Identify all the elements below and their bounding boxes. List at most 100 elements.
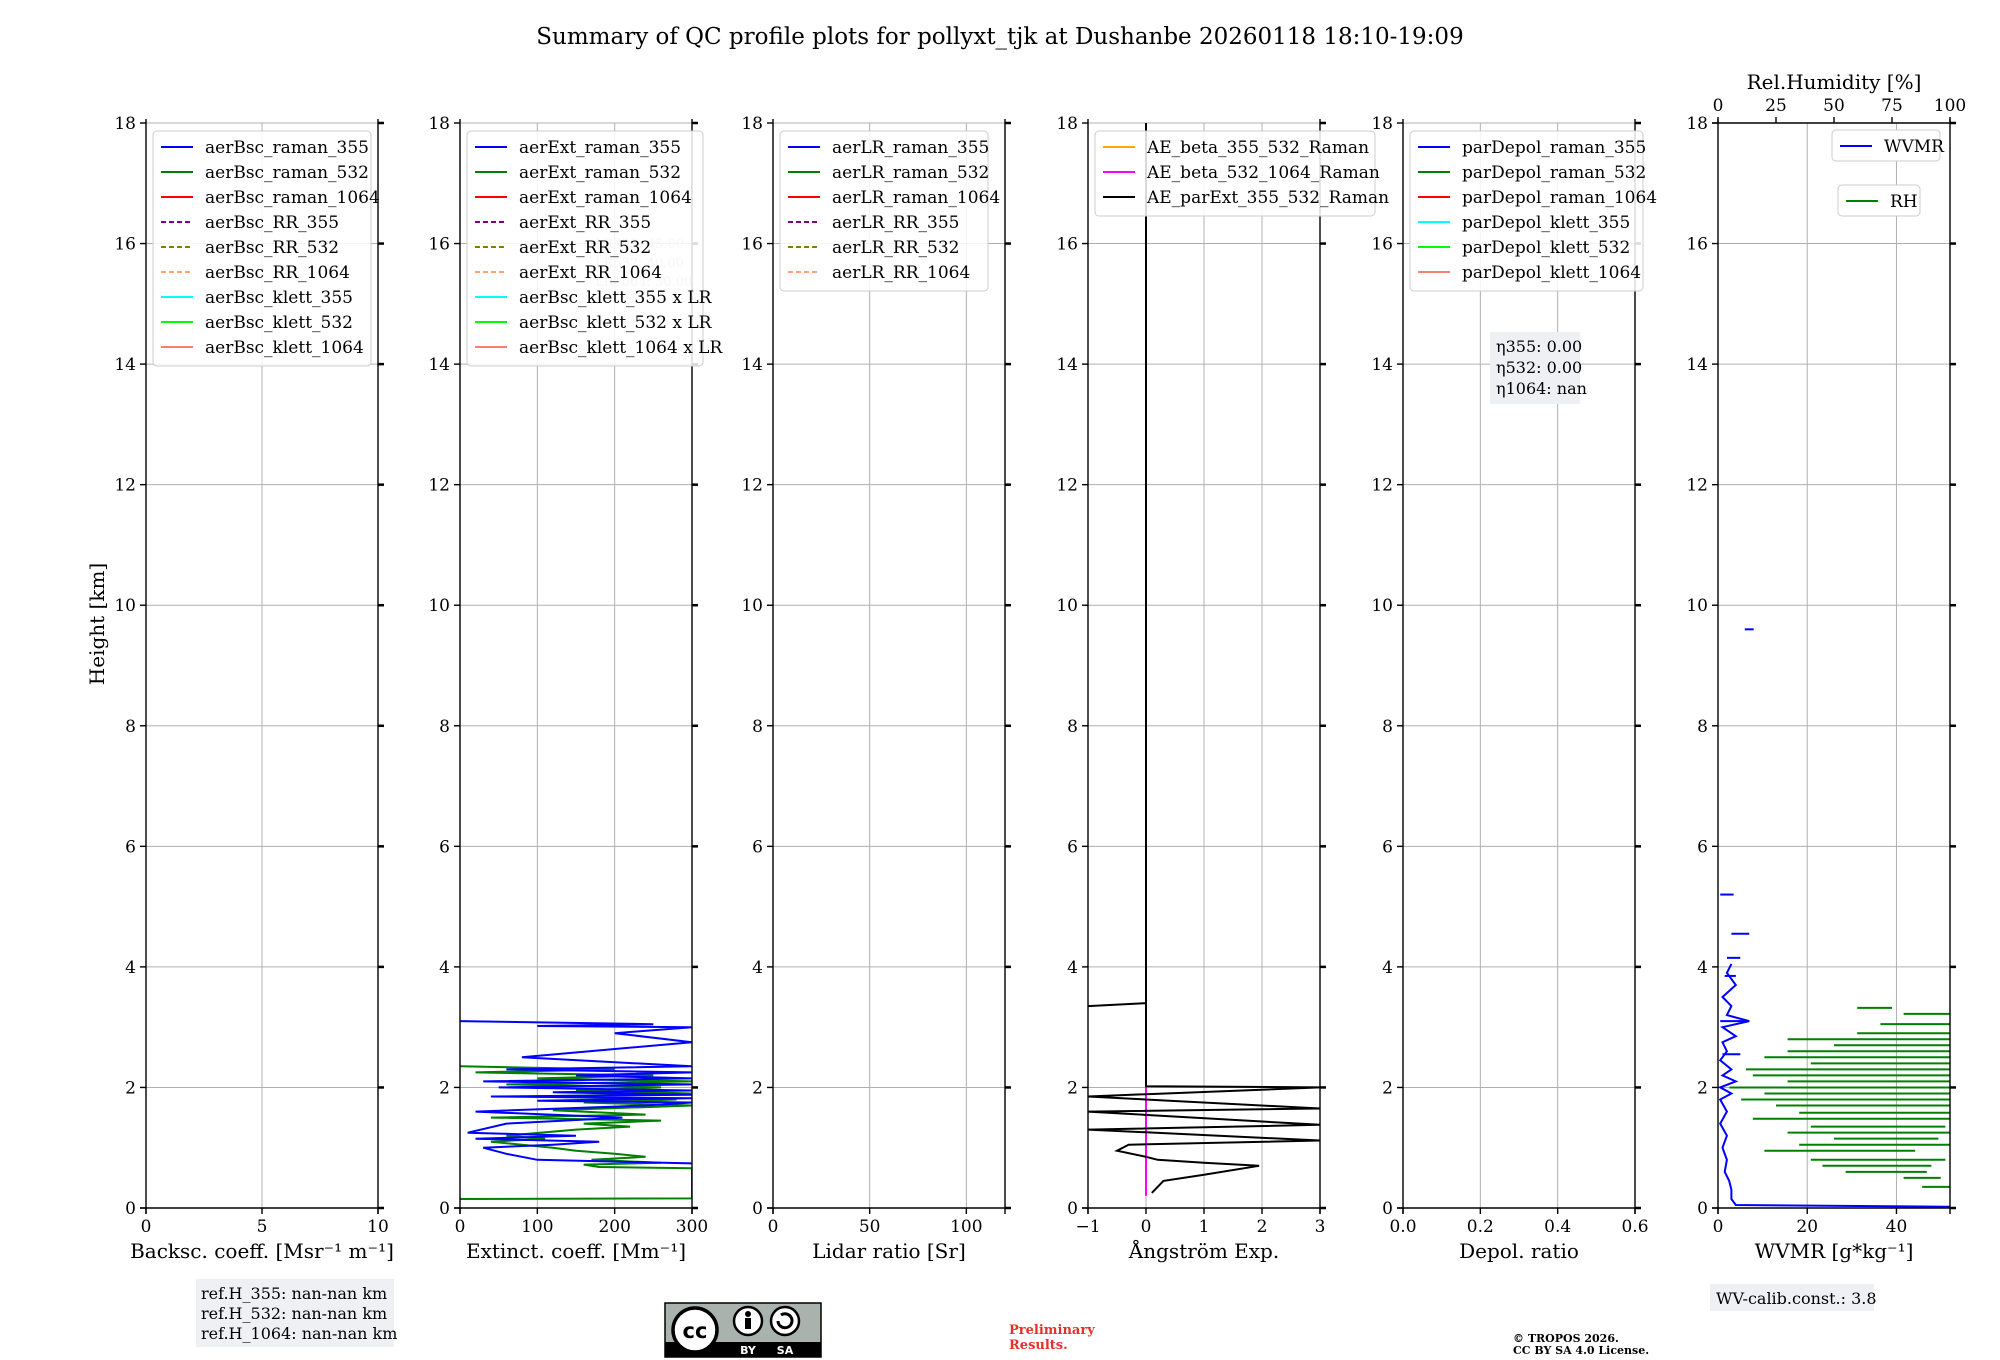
ytick-label-ext-3: 6 (439, 837, 450, 857)
legend-label-ae-0: AE_beta_355_532_Raman (1146, 138, 1369, 158)
ytick-label-depol-6: 12 (1371, 476, 1393, 496)
eta-annotation-2: η1064: nan (1496, 379, 1587, 398)
ytick-label-lr-7: 14 (741, 355, 763, 375)
ytick-label-depol-8: 16 (1371, 235, 1393, 255)
legend-label-bsc-2: aerBsc_raman_1064 (205, 188, 380, 208)
xlabel-depol: Depol. ratio (1459, 1239, 1579, 1263)
ytick-label-wv-4: 8 (1697, 717, 1708, 737)
ytick-label-wv-9: 18 (1686, 114, 1708, 134)
legend-label-lr-2: aerLR_raman_1064 (832, 188, 1000, 208)
legend-label-bsc-4: aerBsc_RR_532 (205, 238, 339, 258)
ytick-label-ae-0: 0 (1067, 1199, 1078, 1219)
ytick-label-depol-7: 14 (1371, 355, 1393, 375)
top-xtick-label-2: 50 (1823, 96, 1845, 116)
legend-label-ext-7: aerBsc_klett_532 x LR (519, 313, 713, 333)
copyright-line1: © TROPOS 2026. (1513, 1332, 1619, 1345)
legend-label-lr-4: aerLR_RR_532 (832, 238, 959, 258)
ytick-label-depol-0: 0 (1382, 1199, 1393, 1219)
legend-box-ae (1094, 130, 1376, 217)
ytick-label-lr-6: 12 (741, 476, 763, 496)
legend-label-depol-4: parDepol_klett_532 (1462, 238, 1630, 258)
xtick-label-depol-3: 0.6 (1621, 1217, 1648, 1237)
top-xtick-label-4: 100 (1934, 96, 1966, 116)
eta-annotation-1: η532: 0.00 (1496, 358, 1582, 377)
xtick-label-lr-1: 50 (859, 1217, 881, 1237)
top-xtick-label-0: 0 (1713, 96, 1724, 116)
ytick-label-ext-0: 0 (439, 1199, 450, 1219)
ytick-label-bsc-9: 18 (114, 114, 136, 134)
xlabel-wv: WVMR [g*kg⁻¹] (1755, 1239, 1914, 1263)
ytick-label-depol-4: 8 (1382, 717, 1393, 737)
legend-label-bsc-8: aerBsc_klett_1064 (205, 338, 364, 358)
ytick-label-ae-6: 12 (1056, 476, 1078, 496)
ytick-label-lr-1: 2 (752, 1078, 763, 1098)
legend-label-lr-1: aerLR_raman_532 (832, 163, 989, 183)
ytick-label-lr-9: 18 (741, 114, 763, 134)
ytick-label-ext-4: 8 (439, 717, 450, 737)
xtick-label-ext-3: 300 (676, 1217, 708, 1237)
xtick-label-bsc-0: 0 (141, 1217, 152, 1237)
legend-label-ext-4: aerExt_RR_532 (519, 238, 651, 258)
ytick-label-ae-4: 8 (1067, 717, 1078, 737)
xtick-label-ext-1: 100 (521, 1217, 553, 1237)
series-ext-0 (460, 1065, 692, 1200)
ytick-label-wv-7: 14 (1686, 355, 1708, 375)
xtick-label-ae-2: 1 (1199, 1217, 1210, 1237)
legend-label-ext-3: aerExt_RR_355 (519, 213, 651, 233)
ytick-label-wv-6: 12 (1686, 476, 1708, 496)
ref-h-532: ref.H_532: nan-nan km (201, 1304, 387, 1323)
wv-calib-text: WV-calib.const.: 3.8 (1716, 1289, 1877, 1308)
eta-annotation-0: η355: 0.00 (1496, 337, 1582, 356)
ytick-label-wv-1: 2 (1697, 1078, 1708, 1098)
ytick-label-wv-5: 10 (1686, 596, 1708, 616)
ytick-label-lr-0: 0 (752, 1199, 763, 1219)
legend-label-depol-1: parDepol_raman_532 (1462, 163, 1646, 183)
legend-label-bsc-5: aerBsc_RR_1064 (205, 263, 350, 283)
xtick-label-bsc-2: 10 (367, 1217, 389, 1237)
xlabel-lr: Lidar ratio [Sr] (812, 1239, 966, 1263)
legend-label-ext-8: aerBsc_klett_1064 x LR (519, 338, 723, 358)
ytick-label-depol-3: 6 (1382, 837, 1393, 857)
ytick-label-ext-9: 18 (428, 114, 450, 134)
series-ae-1 (1088, 123, 1320, 1194)
legend-label-ext-5: aerExt_RR_1064 (519, 263, 662, 283)
legend-label-depol-2: parDepol_raman_1064 (1462, 188, 1657, 208)
xtick-label-depol-1: 0.2 (1467, 1217, 1494, 1237)
ytick-label-depol-1: 2 (1382, 1078, 1393, 1098)
ytick-label-ext-8: 16 (428, 235, 450, 255)
preliminary-line1: Preliminary (1009, 1323, 1095, 1338)
ytick-label-bsc-0: 0 (125, 1199, 136, 1219)
ytick-label-ae-3: 6 (1067, 837, 1078, 857)
ytick-label-bsc-3: 6 (125, 837, 136, 857)
legend-label-ext-1: aerExt_raman_532 (519, 163, 681, 183)
eta-box (1490, 332, 1580, 404)
data-ae (1088, 123, 1320, 1196)
ref-h-1064: ref.H_1064: nan-nan km (201, 1324, 397, 1343)
figure-title: Summary of QC profile plots for pollyxt_… (536, 24, 1463, 50)
cc-license-badge: cc BY SA (664, 1302, 822, 1358)
ytick-label-ext-5: 10 (428, 596, 450, 616)
xtick-label-wv-1: 20 (1796, 1217, 1818, 1237)
xlabel-bsc: Backsc. coeff. [Msr⁻¹ m⁻¹] (130, 1239, 394, 1263)
ytick-label-wv-3: 6 (1697, 837, 1708, 857)
legend-label-wvmr: WVMR (1884, 137, 1945, 157)
xtick-label-ae-0: −1 (1075, 1217, 1100, 1237)
ytick-label-bsc-8: 16 (114, 235, 136, 255)
ytick-label-ext-1: 2 (439, 1078, 450, 1098)
cc-logo-icon (671, 1306, 719, 1354)
panel-depol: 0 2 4 6 8 10 12 14 16 18 0.0 0.2 0.4 0.6 Depol. ratio η… (1371, 114, 1657, 1263)
legend-label-bsc-0: aerBsc_raman_355 (205, 138, 369, 158)
legend-box-depol (1409, 130, 1644, 292)
xtick-label-ext-2: 200 (598, 1217, 630, 1237)
xtick-label-ae-4: 3 (1315, 1217, 1326, 1237)
xtick-label-ae-1: 0 (1141, 1217, 1152, 1237)
ytick-label-ae-9: 18 (1056, 114, 1078, 134)
legend-label-bsc-7: aerBsc_klett_532 (205, 313, 353, 333)
ytick-label-wv-8: 16 (1686, 235, 1708, 255)
preliminary-line2: Results. (1009, 1338, 1068, 1353)
legend-label-ext-0: aerExt_raman_355 (519, 138, 681, 158)
ytick-label-ae-8: 16 (1056, 235, 1078, 255)
